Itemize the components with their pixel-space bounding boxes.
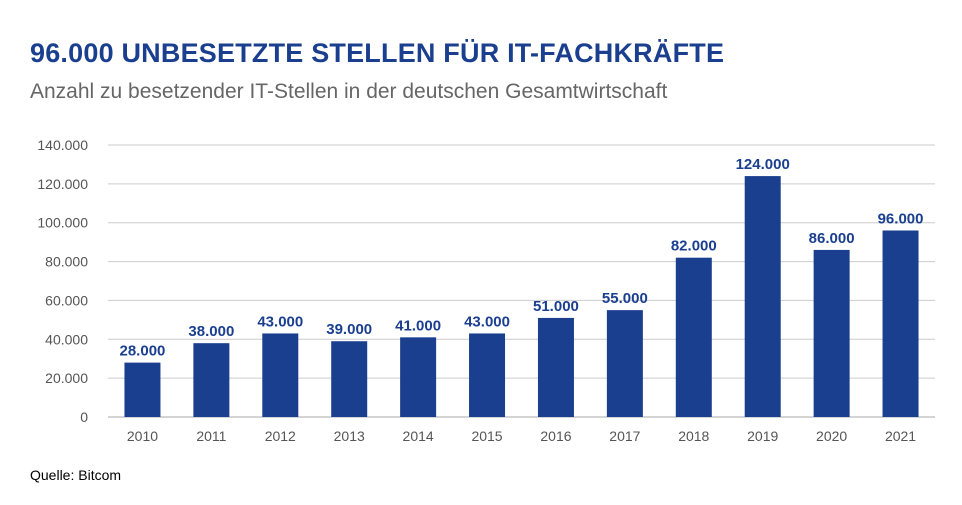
bar-2015	[469, 333, 506, 417]
x-tick-label-2017: 2017	[609, 428, 640, 444]
bar-2017	[606, 310, 643, 417]
grid-lines	[108, 144, 935, 418]
bar-2014	[400, 337, 437, 417]
x-tick-label-2018: 2018	[678, 428, 709, 444]
x-axis-ticks: 2010 2011 2012 2013 2014 2015 2016 2017 2018 2019…	[127, 428, 916, 444]
data-label-2019: 124.000	[736, 156, 790, 173]
y-tick-label: 0	[80, 409, 88, 425]
data-label-2011: 38.000	[188, 323, 234, 340]
y-tick-label: 60.000	[45, 292, 88, 308]
y-tick-label: 80.000	[45, 254, 88, 270]
x-tick-label-2013: 2013	[334, 428, 365, 444]
x-tick-label-2019: 2019	[747, 428, 778, 444]
y-tick-label: 40.000	[45, 331, 88, 347]
bar-2018	[675, 257, 712, 417]
y-tick-label: 120.000	[37, 176, 88, 192]
data-label-2010: 28.000	[120, 343, 166, 360]
y-tick-label: 140.000	[37, 137, 88, 153]
bar-2011	[193, 343, 230, 417]
chart-subtitle: Anzahl zu besetzender IT-Stellen in der …	[30, 80, 668, 103]
chart-title: 96.000 UNBESETZTE STELLEN FÜR IT-FACHKRÄ…	[30, 38, 725, 68]
bar-2013	[331, 341, 368, 417]
source-note: Quelle: Bitcom	[30, 467, 122, 483]
data-label-2014: 41.000	[395, 317, 441, 334]
data-label-2018: 82.000	[671, 238, 717, 255]
x-tick-label-2011: 2011	[196, 428, 226, 444]
data-labels: 28.000 38.000 43.000 39.000 41.000 43.000 51.0…	[120, 156, 924, 360]
x-tick-label-2016: 2016	[540, 428, 571, 444]
data-label-2015: 43.000	[464, 313, 510, 330]
bar-2016	[537, 317, 574, 417]
bar-2021	[882, 230, 919, 417]
data-label-2017: 55.000	[602, 290, 648, 307]
x-tick-label-2021: 2021	[885, 428, 916, 444]
bar-2012	[262, 333, 299, 417]
data-label-2021: 96.000	[878, 210, 924, 227]
x-tick-label-2010: 2010	[127, 428, 158, 444]
data-label-2012: 43.000	[257, 313, 303, 330]
bar-2019	[744, 176, 781, 417]
data-label-2016: 51.000	[533, 298, 579, 315]
y-axis-ticks: 0 20.000 40.000 60.000 80.000 100.000 120.000 1…	[37, 137, 88, 425]
x-tick-label-2020: 2020	[816, 428, 847, 444]
y-tick-label: 100.000	[37, 215, 88, 231]
x-tick-label-2012: 2012	[265, 428, 296, 444]
bar-2010	[124, 362, 161, 417]
bar-2020	[813, 249, 850, 417]
data-label-2013: 39.000	[326, 321, 372, 338]
data-label-2020: 86.000	[809, 230, 855, 247]
bars	[124, 176, 919, 417]
x-tick-label-2015: 2015	[471, 428, 502, 444]
y-tick-label: 20.000	[45, 370, 88, 386]
x-tick-label-2014: 2014	[403, 428, 434, 444]
